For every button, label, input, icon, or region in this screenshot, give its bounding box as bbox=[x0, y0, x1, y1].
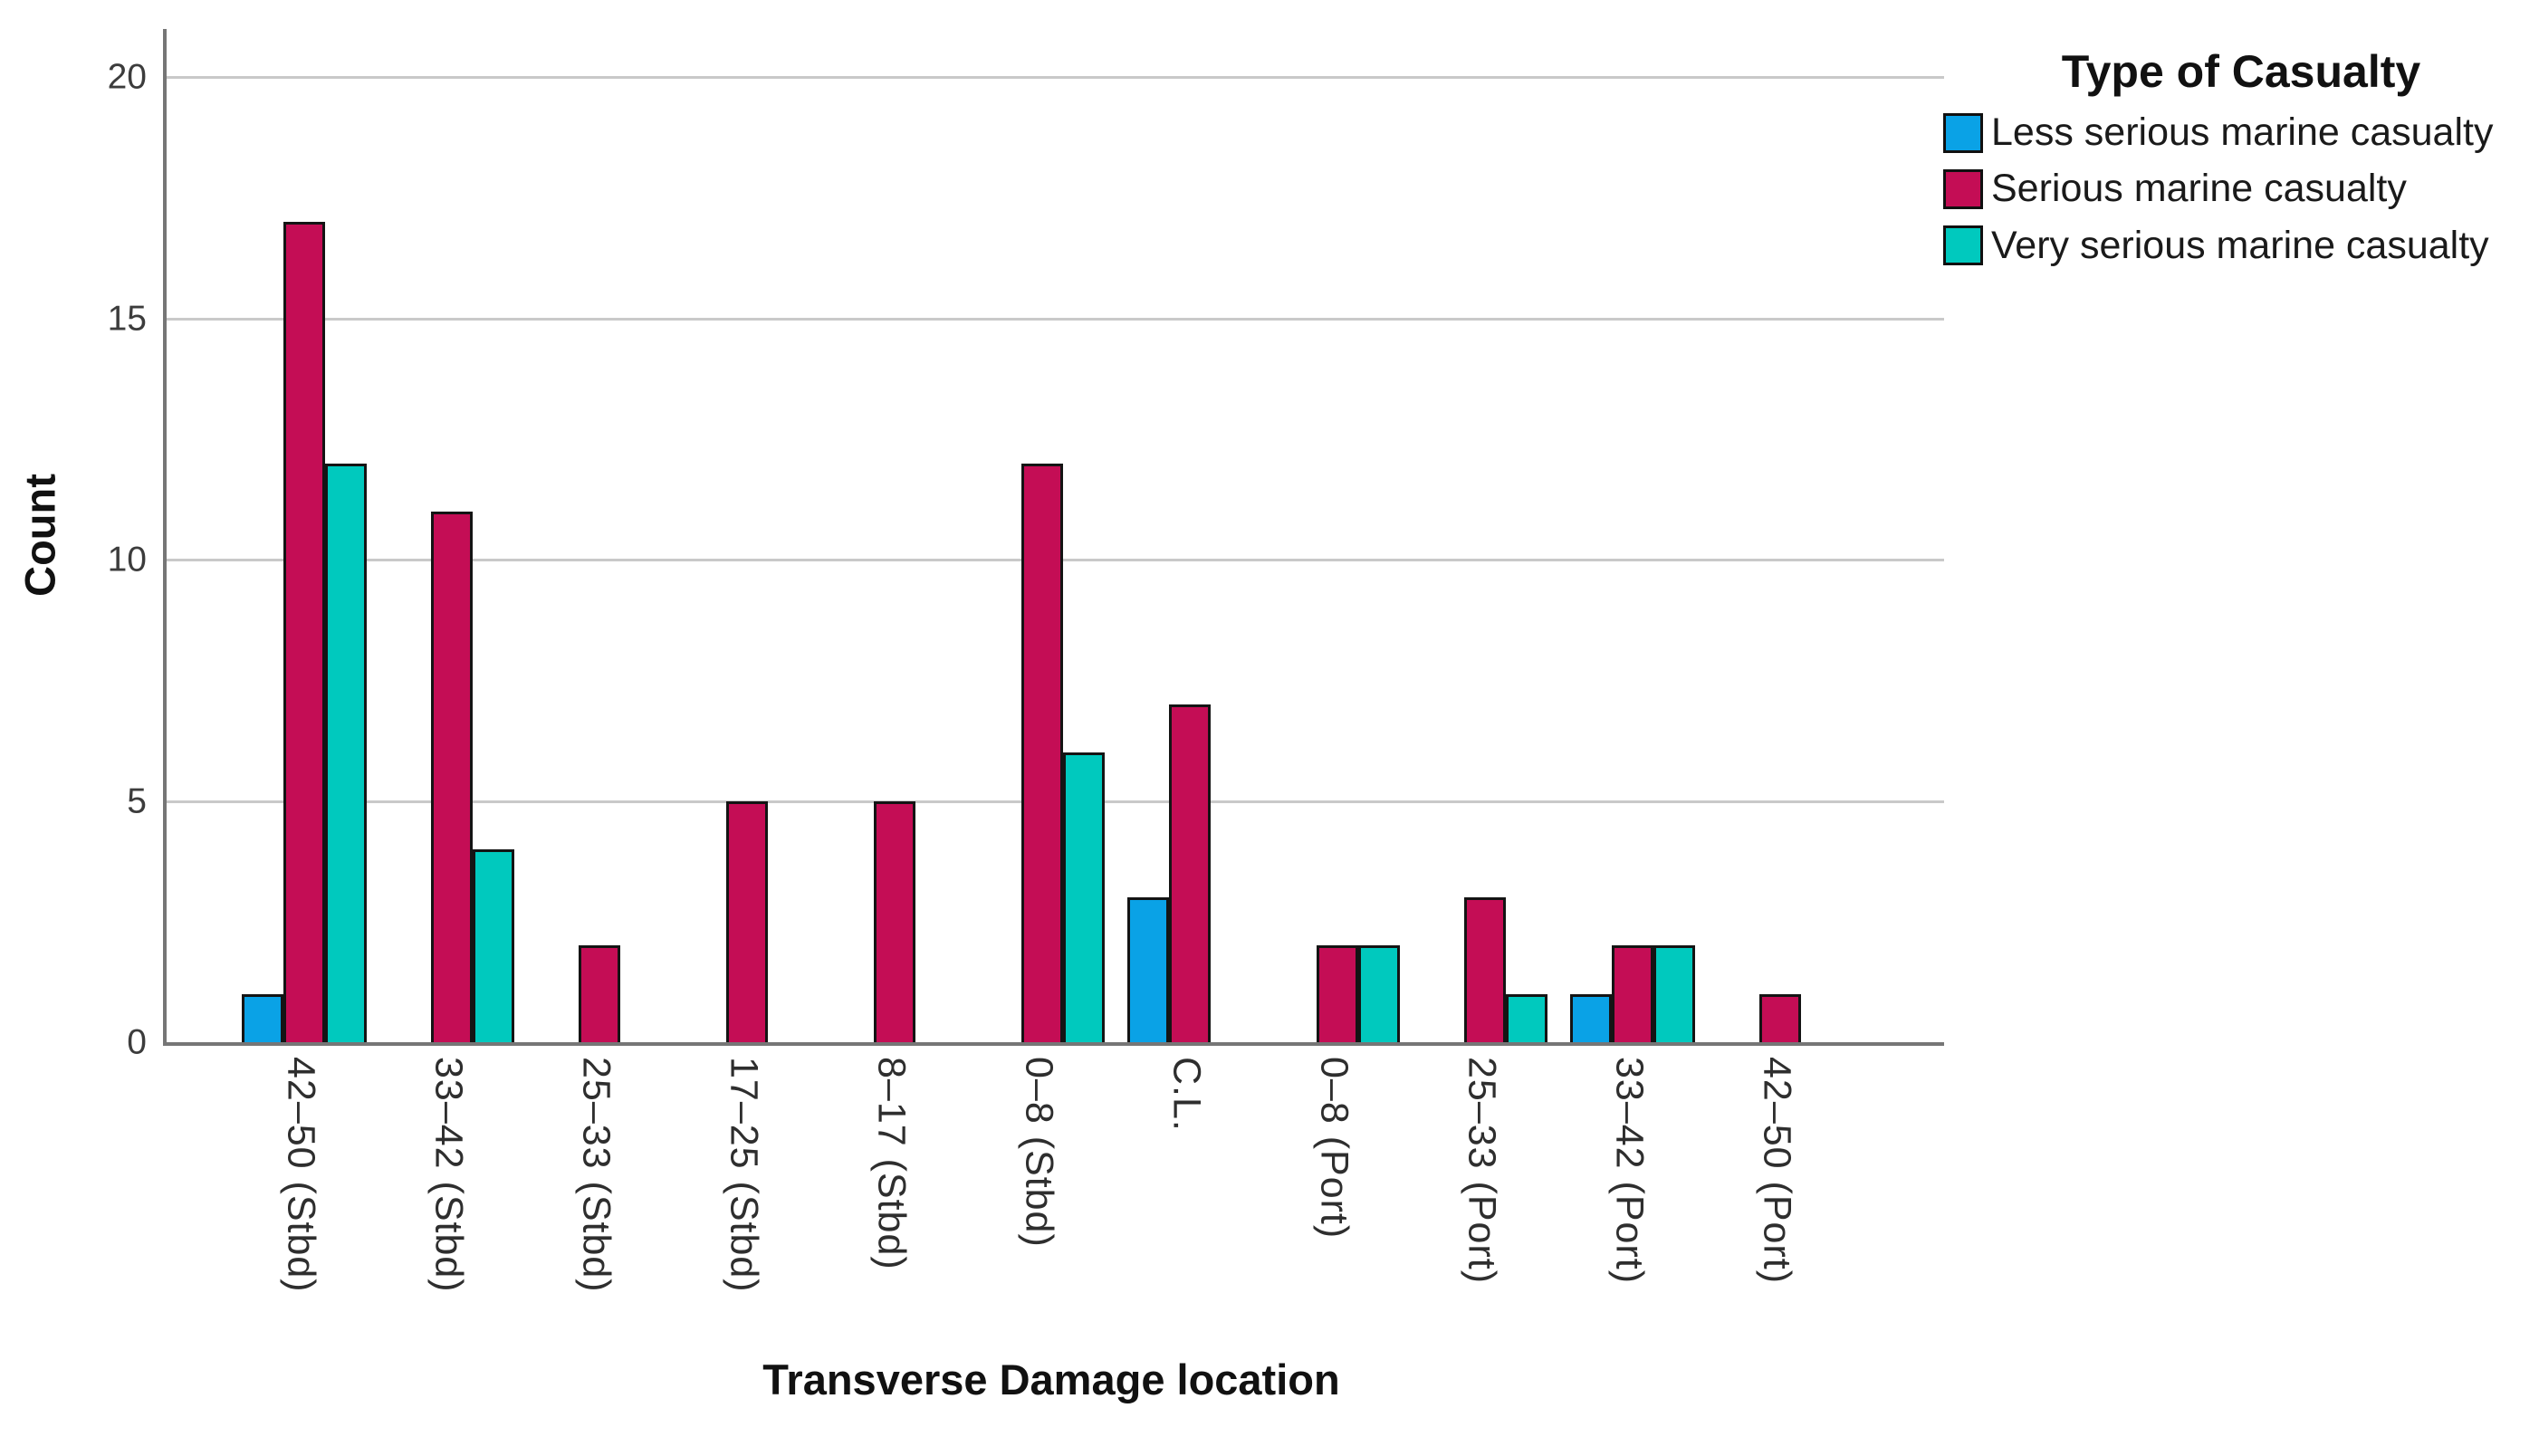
legend-color-swatch bbox=[1943, 225, 1983, 266]
x-tick-label: C.L. bbox=[1164, 1057, 1209, 1132]
y-tick-label: 15 bbox=[107, 299, 147, 339]
bar bbox=[283, 222, 325, 1042]
x-tick-label: 0–8 (Port) bbox=[1312, 1057, 1356, 1240]
y-axis-title: Count bbox=[15, 474, 64, 597]
plot-area bbox=[163, 29, 1944, 1046]
x-tick-label: 0–8 (Stbd) bbox=[1017, 1057, 1061, 1248]
legend: Type of Casualty Less serious marine cas… bbox=[1943, 45, 2539, 267]
legend-item-label: Less serious marine casualty bbox=[1991, 110, 2494, 154]
x-tick-label: 42–50 (Port) bbox=[1755, 1057, 1799, 1285]
bar bbox=[1358, 945, 1400, 1042]
bar bbox=[874, 800, 915, 1042]
bar bbox=[1612, 945, 1653, 1042]
legend-title: Type of Casualty bbox=[2061, 46, 2421, 97]
y-tick-label: 10 bbox=[107, 540, 147, 580]
legend-item-label: Serious marine casualty bbox=[1991, 167, 2407, 211]
bar bbox=[1021, 463, 1063, 1042]
legend-item: Very serious marine casualty bbox=[1943, 223, 2539, 267]
legend-color-swatch bbox=[1943, 112, 1983, 153]
bar bbox=[1570, 993, 1612, 1042]
y-tick-label: 5 bbox=[127, 781, 147, 821]
gridline-y-15 bbox=[167, 317, 1944, 321]
x-tick-label: 42–50 (Stbd) bbox=[279, 1057, 323, 1293]
bar bbox=[1653, 945, 1695, 1042]
bar bbox=[1506, 993, 1547, 1042]
x-tick-label: 33–42 (Port) bbox=[1607, 1057, 1652, 1285]
bar bbox=[1317, 945, 1358, 1042]
gridline-y-20 bbox=[167, 76, 1944, 80]
x-tick-label: 17–25 (Stbd) bbox=[722, 1057, 766, 1293]
bar bbox=[431, 511, 473, 1042]
bar bbox=[473, 848, 514, 1042]
x-axis-title: Transverse Damage location bbox=[762, 1355, 1340, 1403]
legend-item-label: Very serious marine casualty bbox=[1991, 223, 2489, 267]
x-tick-label: 33–42 (Stbd) bbox=[426, 1057, 471, 1293]
bar bbox=[1464, 897, 1506, 1042]
bar bbox=[1169, 704, 1211, 1042]
bar bbox=[242, 993, 283, 1042]
legend-color-swatch bbox=[1943, 168, 1983, 209]
bar bbox=[579, 945, 620, 1042]
x-tick-label: 8–17 (Stbd) bbox=[869, 1057, 914, 1270]
bar bbox=[325, 463, 367, 1042]
bar bbox=[1127, 897, 1169, 1042]
bar bbox=[726, 800, 768, 1042]
legend-item: Less serious marine casualty bbox=[1943, 110, 2539, 154]
y-tick-label: 0 bbox=[127, 1022, 147, 1062]
x-tick-label: 25–33 (Stbd) bbox=[574, 1057, 618, 1293]
y-tick-label: 20 bbox=[107, 57, 147, 97]
bar bbox=[1759, 993, 1801, 1042]
x-tick-label: 25–33 (Port) bbox=[1460, 1057, 1504, 1285]
legend-item: Serious marine casualty bbox=[1943, 167, 2539, 211]
bar bbox=[1063, 752, 1105, 1042]
